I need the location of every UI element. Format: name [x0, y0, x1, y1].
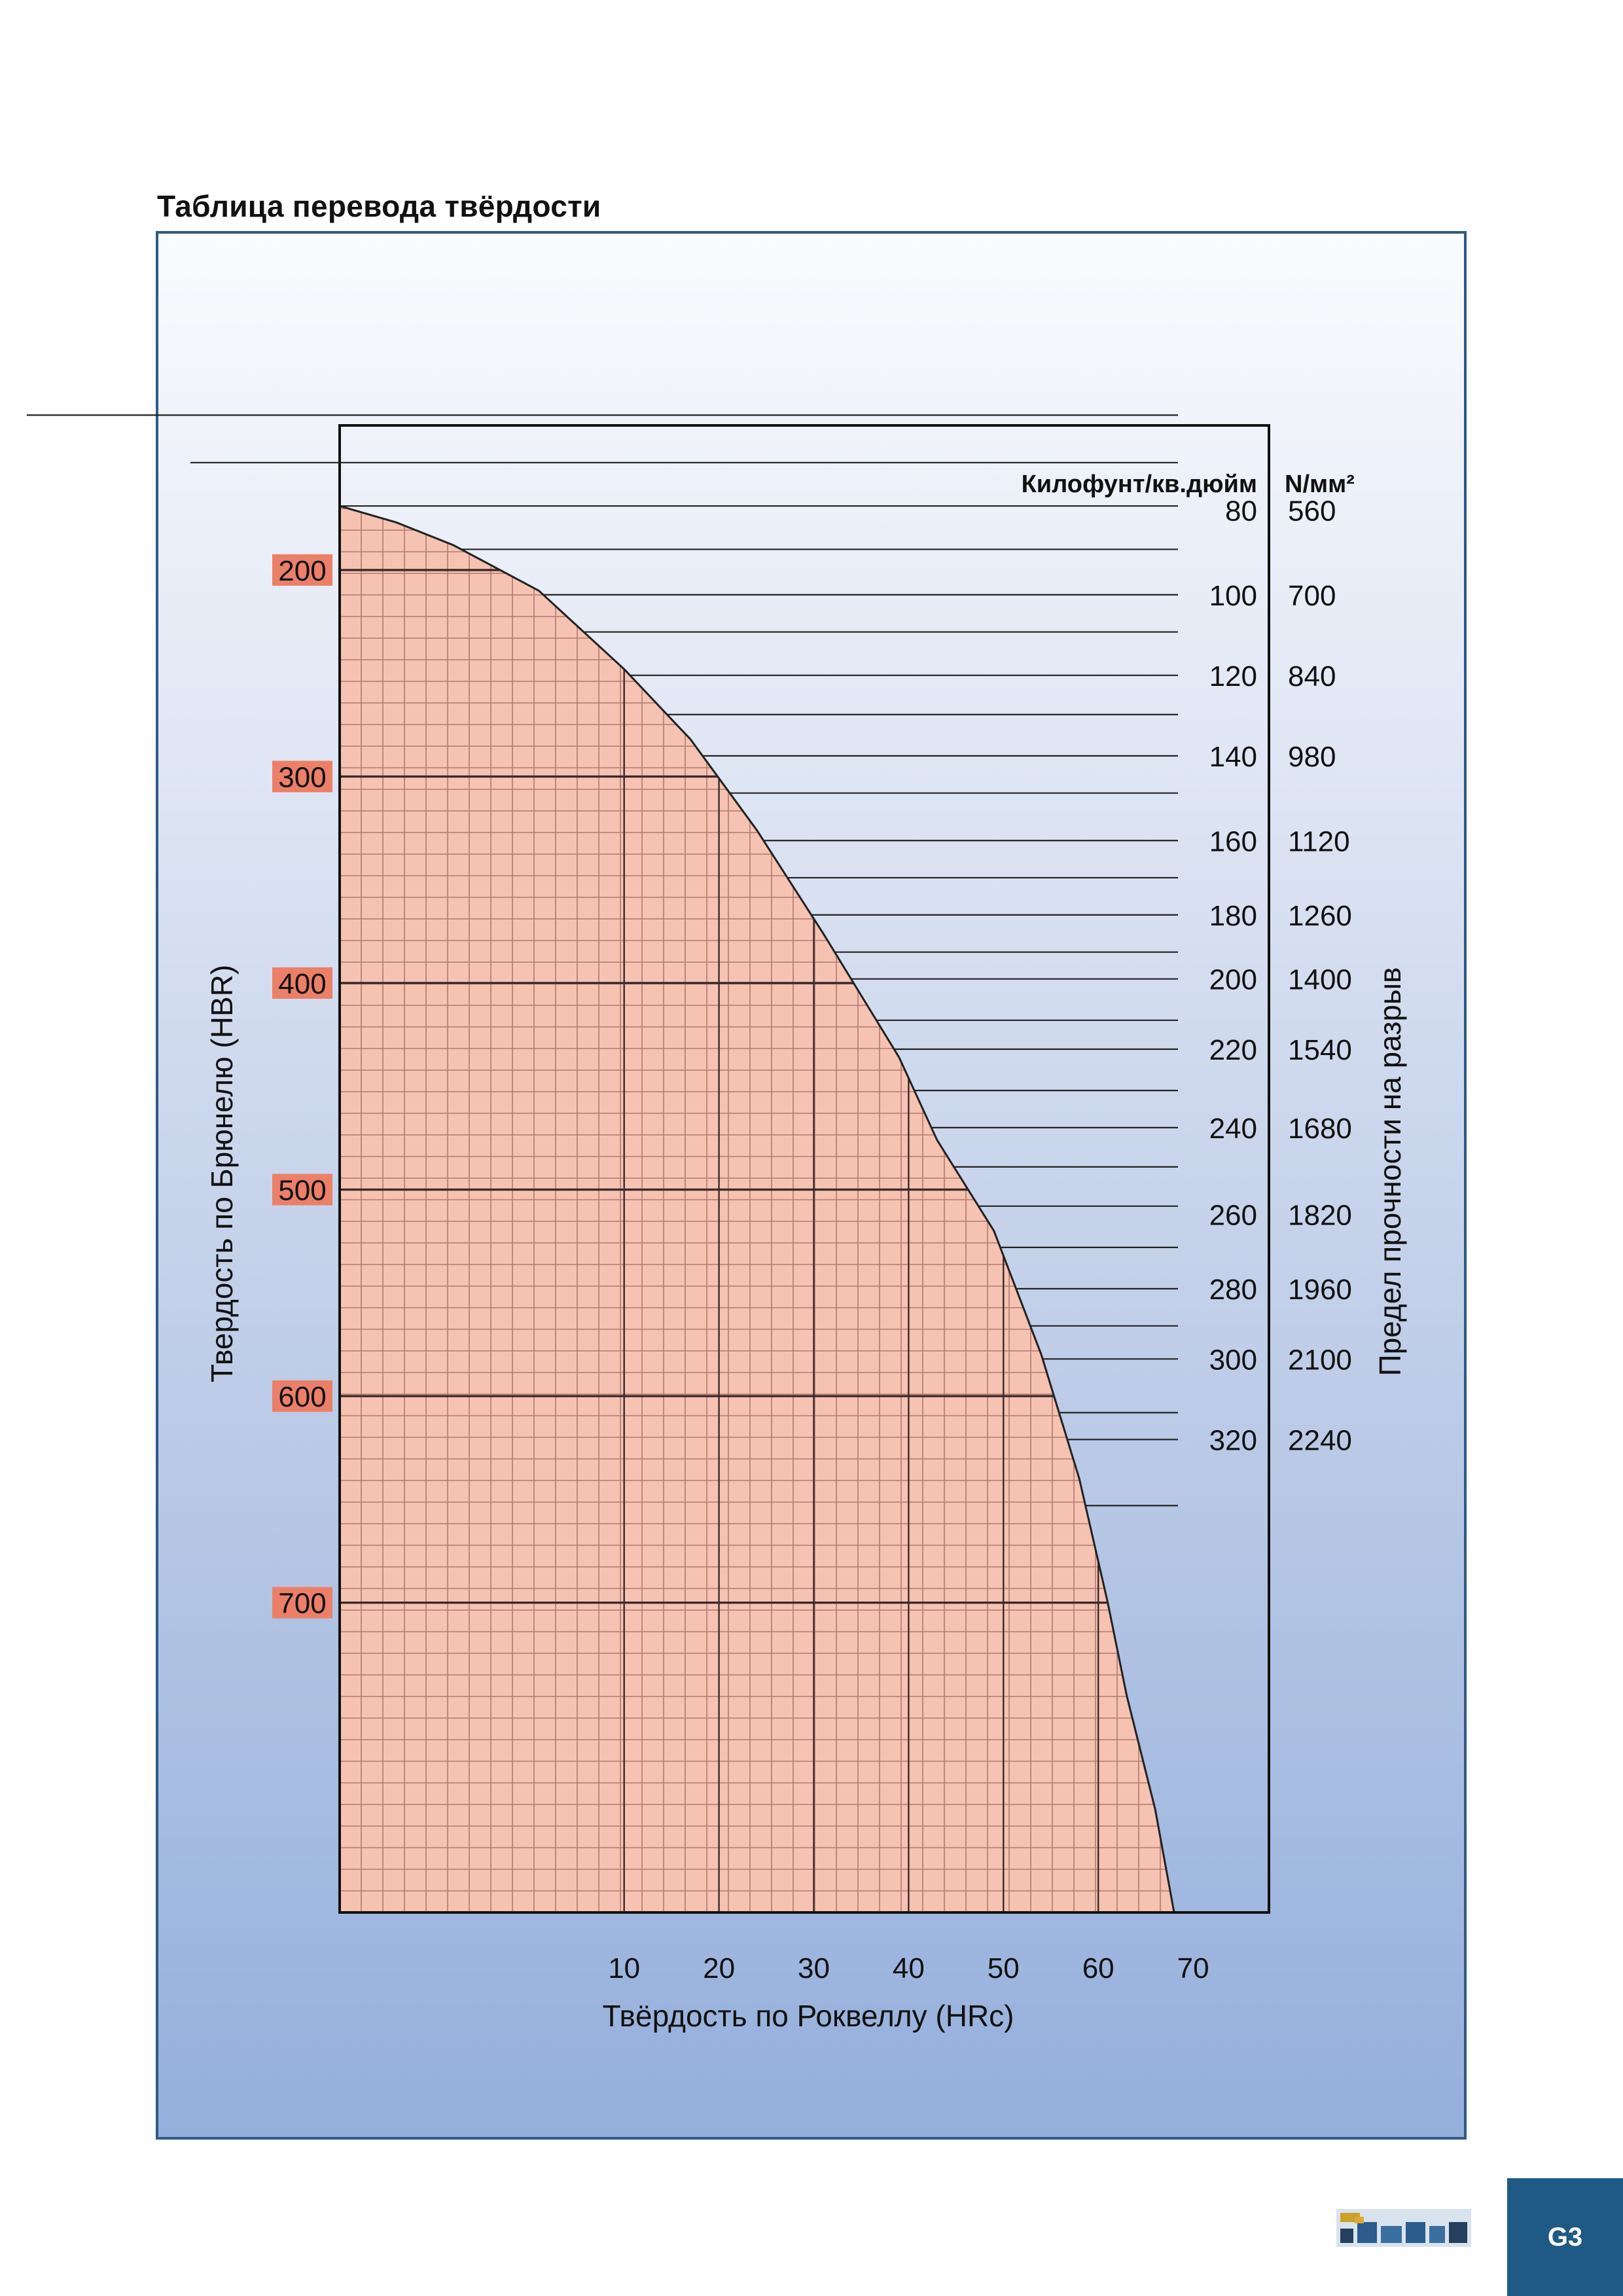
tensile-ksi-label: 100: [1209, 580, 1257, 612]
y-tick-badge: [272, 761, 332, 793]
tensile-nmm2-label: 1400: [1288, 964, 1352, 996]
y-tick-badge: [272, 1174, 332, 1206]
tensile-ksi-label: 180: [1209, 900, 1257, 932]
tensile-ksi-label: 260: [1209, 1199, 1257, 1231]
boundary-curve: [339, 505, 1175, 1913]
tensile-ksi-label: 220: [1209, 1034, 1257, 1066]
tensile-nmm2-label: 560: [1288, 495, 1336, 527]
tensile-ksi-label: 300: [1209, 1344, 1257, 1376]
y-tick-label: 200: [278, 555, 326, 587]
chart-labels: 200 300 400 500 600 700 10 20 30 40 50 60 70 Твёрдост…: [205, 471, 1407, 2033]
y-tick-badge: [272, 967, 332, 999]
tensile-nmm2-label: 2100: [1288, 1344, 1352, 1376]
tensile-ksi-label: 240: [1209, 1113, 1257, 1145]
x-tick-label: 10: [608, 1952, 640, 1984]
x-tick-label: 40: [893, 1952, 925, 1984]
y-tick-label: 600: [278, 1381, 326, 1413]
page-title: Таблица перевода твёрдости: [157, 189, 601, 223]
page-number-label: G3: [1547, 2222, 1583, 2251]
x-axis-label: Твёрдость по Роквеллу (HRc): [602, 1999, 1014, 2033]
tensile-ksi-label: 280: [1209, 1274, 1257, 1306]
tensile-nmm2-label: 840: [1288, 660, 1336, 692]
tensile-nmm2-label: 1540: [1288, 1034, 1352, 1066]
unit-label-nmm2: N/мм²: [1285, 471, 1355, 498]
x-tick-label: 20: [703, 1952, 735, 1984]
brand-logo: [1336, 2209, 1471, 2247]
y-tick-badge: [272, 1587, 332, 1619]
page-number-tab: G3: [1507, 2178, 1623, 2296]
right-axis-label: Предел прочности на разрыв: [1373, 967, 1407, 1376]
tensile-nmm2-label: 1120: [1288, 825, 1350, 857]
y-tick-label: 300: [278, 761, 326, 793]
tensile-ksi-label: 80: [1225, 495, 1257, 527]
tensile-nmm2-label: 2240: [1288, 1424, 1352, 1456]
plot-frame: [338, 424, 1270, 1914]
tensile-nmm2-label: 980: [1288, 741, 1336, 773]
tensile-ksi-label: 320: [1209, 1424, 1257, 1456]
x-tick-label: 50: [988, 1952, 1020, 1984]
y-tick-badge: [272, 554, 332, 586]
fill-area: [340, 506, 1175, 1912]
chart-fill-area: [340, 506, 1175, 1912]
tensile-ksi-label: 160: [1209, 825, 1257, 857]
tensile-nmm2-label: 1680: [1288, 1113, 1352, 1145]
tensile-nmm2-label: 1260: [1288, 900, 1352, 932]
tensile-nmm2-label: 700: [1288, 580, 1336, 612]
tensile-ksi-label: 140: [1209, 741, 1257, 773]
x-tick-label: 60: [1082, 1952, 1115, 1984]
unit-label-ksi: Килофунт/кв.дюйм: [1022, 471, 1257, 498]
chart-axes: [338, 424, 1270, 1914]
tensile-scale: 80 560 100 700 120 840 140 980 160 1120 180 1260 200…: [26, 414, 1352, 1507]
x-tick-label: 30: [798, 1952, 830, 1984]
tensile-ksi-label: 120: [1209, 660, 1257, 692]
y-tick-label: 500: [278, 1175, 326, 1207]
tensile-nmm2-label: 1820: [1288, 1199, 1352, 1231]
y-axis-label: Твердость по Брюнелю (HBR): [205, 965, 239, 1382]
y-tick-badge: [272, 1380, 332, 1412]
y-tick-label: 400: [278, 968, 326, 1000]
y-tick-label: 700: [278, 1588, 326, 1620]
tensile-nmm2-label: 1960: [1288, 1274, 1352, 1306]
x-tick-label: 70: [1177, 1952, 1209, 1984]
tensile-ksi-label: 200: [1209, 964, 1257, 996]
